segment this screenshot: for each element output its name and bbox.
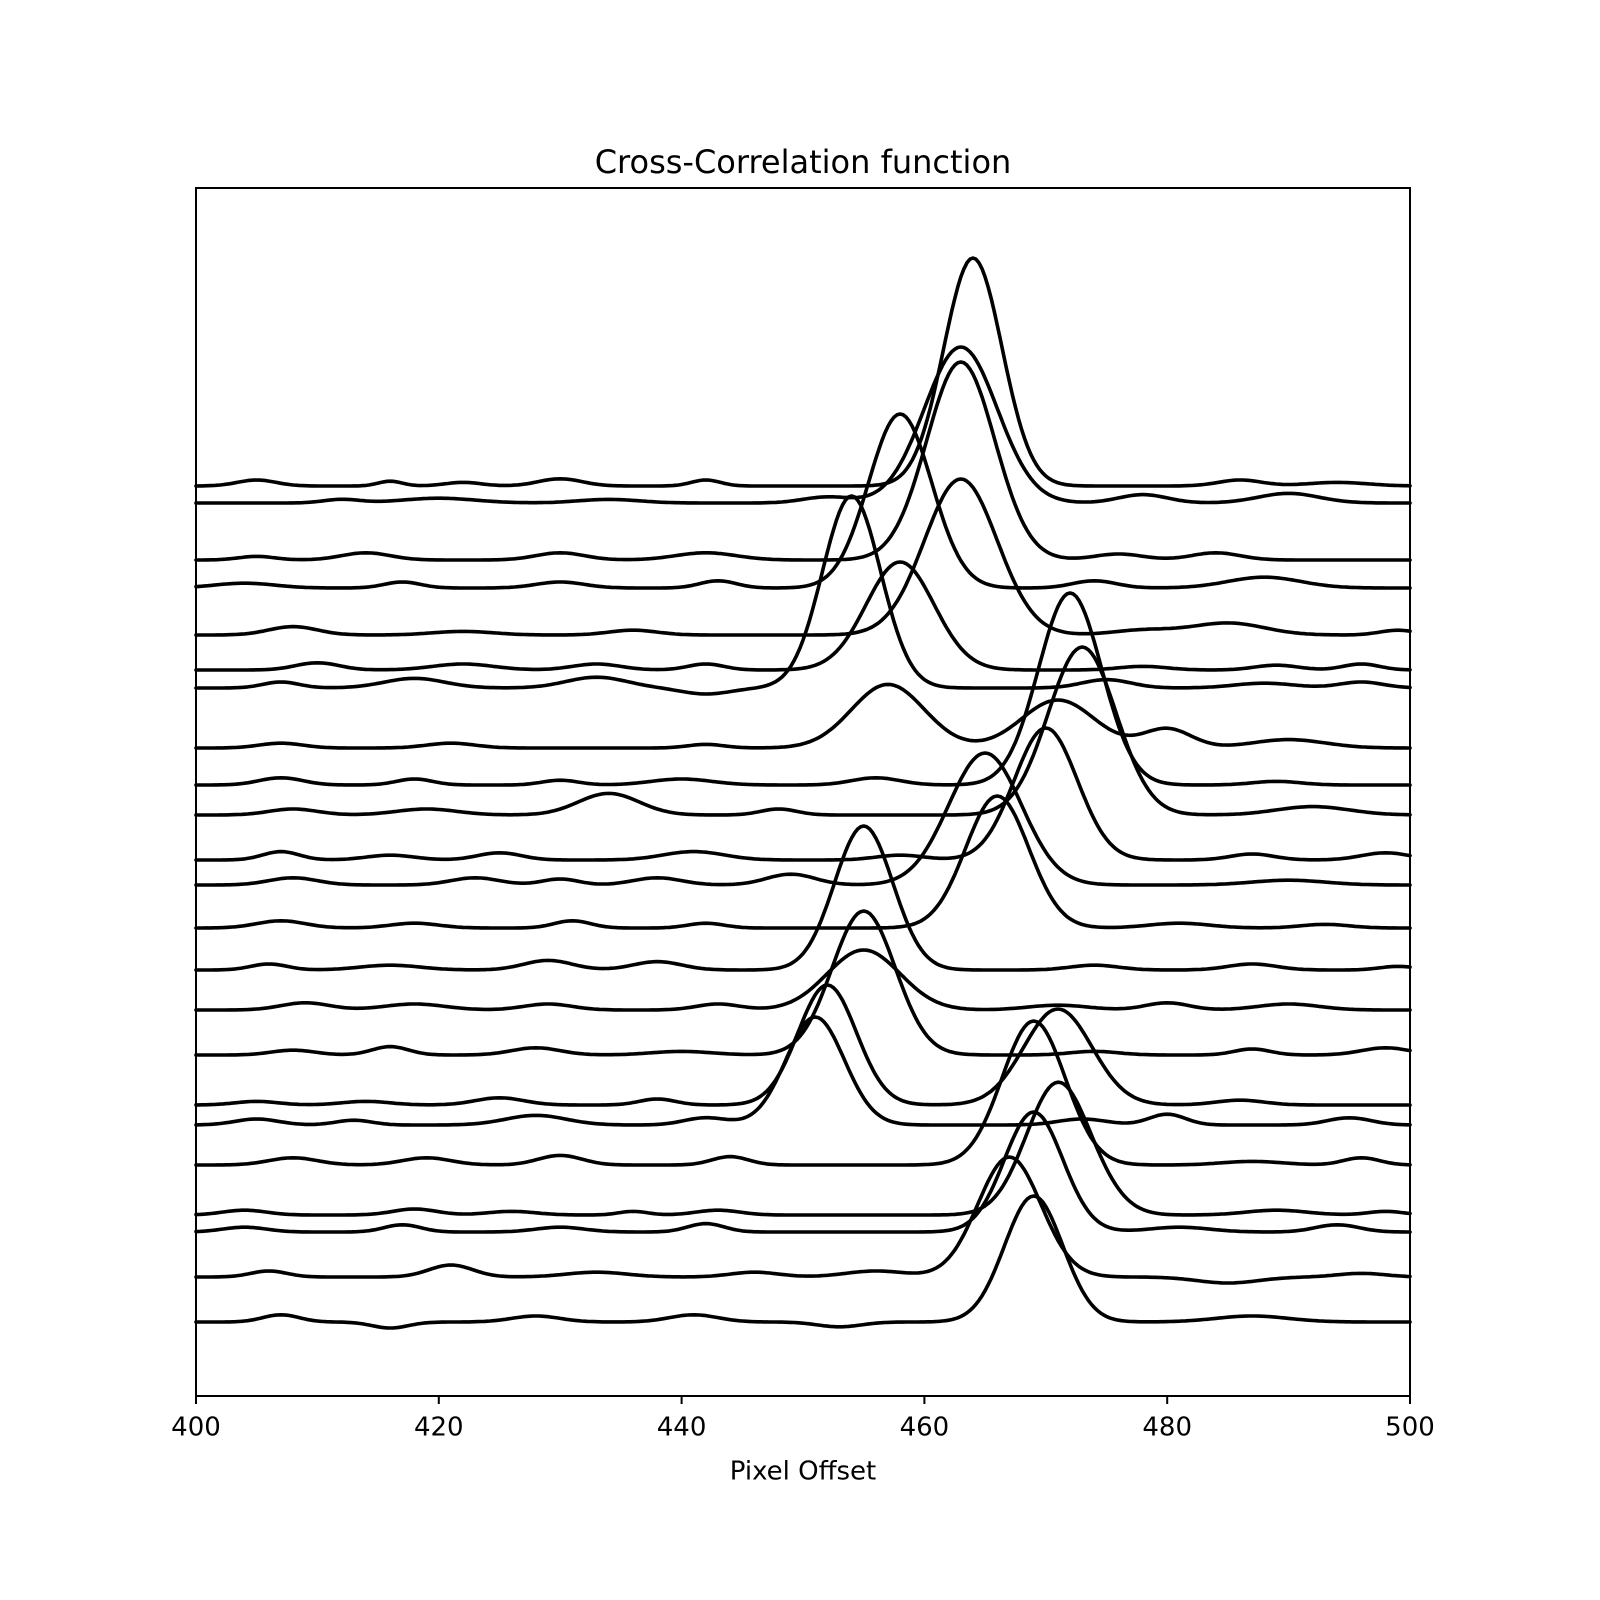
series-line-17 — [194, 983, 1412, 1107]
series-line-11 — [194, 726, 1412, 862]
series-layer — [194, 256, 1412, 1330]
series-line-1 — [194, 256, 1412, 488]
series-line-7 — [194, 494, 1412, 696]
series-line-3 — [194, 360, 1412, 562]
series-line-10 — [194, 645, 1412, 817]
series-line-9 — [194, 591, 1412, 787]
x-tick-label: 420 — [414, 1413, 464, 1443]
series-line-21 — [194, 1110, 1412, 1234]
series-line-4 — [194, 412, 1412, 590]
series-line-12 — [194, 751, 1412, 887]
series-line-15 — [194, 948, 1412, 1012]
x-tick-label: 480 — [1142, 1413, 1192, 1443]
series-line-13 — [194, 794, 1412, 930]
series-line-16 — [194, 909, 1412, 1057]
series-line-2 — [194, 345, 1412, 505]
series-line-8 — [194, 682, 1412, 750]
x-tick-label: 440 — [657, 1413, 707, 1443]
series-line-22 — [194, 1155, 1412, 1285]
series-line-14 — [194, 824, 1412, 972]
x-tick-label: 460 — [900, 1413, 950, 1443]
series-line-19 — [194, 1019, 1412, 1167]
plot-frame — [195, 187, 1411, 1397]
x-axis: 400 420 440 460 480 500 — [171, 1396, 1435, 1443]
series-line-6 — [194, 560, 1412, 672]
series-line-18 — [194, 1015, 1412, 1127]
x-tick-label: 500 — [1385, 1413, 1435, 1443]
x-tick-label: 400 — [171, 1413, 221, 1443]
series-line-20 — [194, 1080, 1412, 1217]
chart-title: Cross-Correlation function — [595, 143, 1012, 181]
x-axis-label: Pixel Offset — [730, 1457, 877, 1487]
series-line-23 — [194, 1194, 1412, 1330]
